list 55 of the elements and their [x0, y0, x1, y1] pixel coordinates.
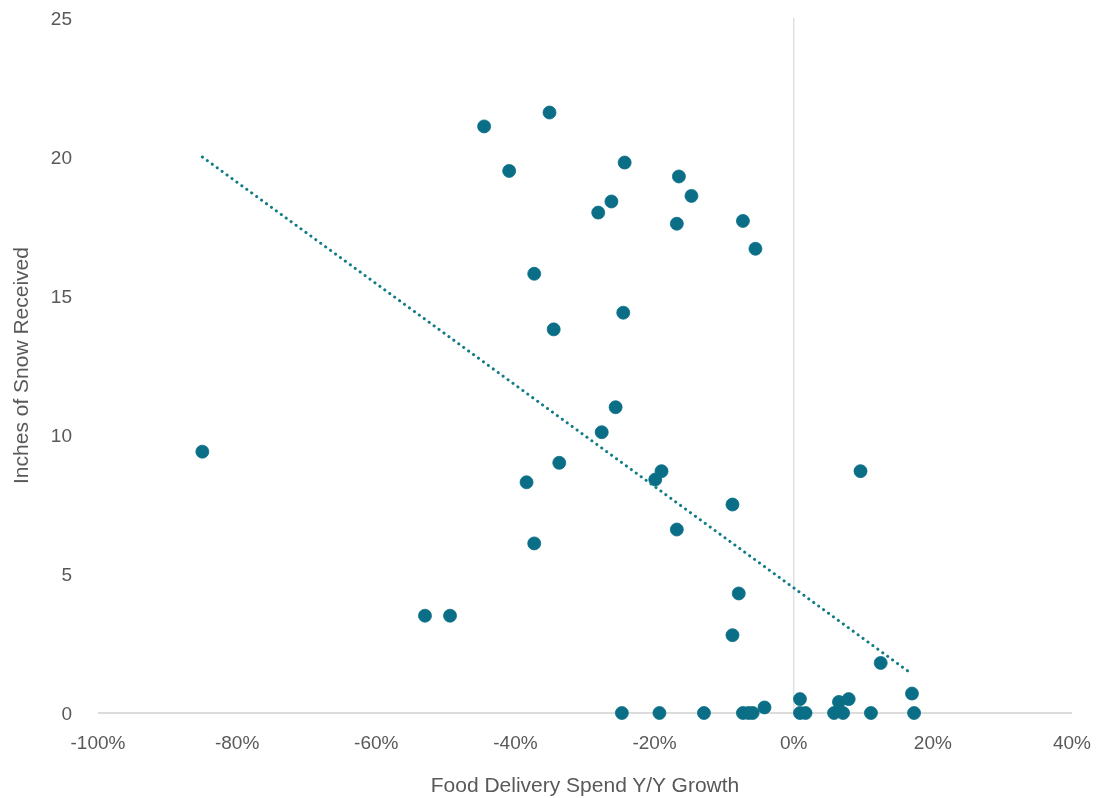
point — [604, 194, 619, 209]
point — [594, 425, 609, 440]
point — [736, 214, 750, 228]
point — [793, 692, 807, 706]
y-tick-label: 0 — [61, 703, 72, 724]
point — [853, 464, 868, 479]
x-tick-label: -80% — [214, 732, 260, 753]
point — [614, 706, 629, 720]
point — [502, 164, 517, 178]
point — [669, 216, 684, 231]
x-tick-label: -20% — [632, 732, 677, 753]
point — [527, 536, 542, 551]
point — [841, 692, 856, 706]
point — [907, 706, 921, 720]
y-tick-label: 15 — [50, 286, 72, 307]
y-tick-label: 10 — [50, 425, 72, 446]
x-tick-label: -60% — [354, 732, 399, 753]
point — [669, 522, 684, 537]
point — [617, 155, 632, 170]
point — [697, 706, 711, 720]
y-tick-label: 20 — [50, 147, 72, 168]
y-axis-title: Inches of Snow Received — [9, 247, 32, 484]
point — [527, 266, 542, 281]
point — [864, 706, 878, 720]
point — [684, 189, 699, 203]
point — [725, 497, 740, 512]
point — [731, 586, 746, 601]
x-tick-label: 40% — [1052, 732, 1092, 753]
point — [552, 455, 567, 470]
x-tick-label: -100% — [70, 732, 126, 753]
x-axis-title: Food Delivery Spend Y/Y Growth — [430, 773, 740, 796]
point — [905, 686, 919, 701]
x-tick-label: 0% — [779, 732, 808, 753]
point — [591, 205, 606, 220]
x-tick-label: -40% — [493, 732, 538, 753]
point — [757, 700, 772, 715]
point — [725, 628, 740, 643]
point — [836, 706, 851, 720]
point — [519, 475, 534, 490]
point — [616, 305, 631, 320]
x-tick-label: 20% — [913, 732, 952, 753]
point — [477, 119, 492, 134]
point — [672, 169, 686, 184]
point — [873, 656, 888, 670]
point — [195, 444, 210, 459]
point — [546, 322, 561, 337]
y-tick-label: 25 — [50, 8, 72, 29]
point — [608, 400, 623, 415]
point — [648, 472, 663, 487]
point — [418, 608, 432, 623]
point — [542, 105, 557, 120]
point — [748, 241, 763, 256]
point — [443, 608, 457, 623]
y-tick-label: 5 — [61, 564, 72, 585]
point — [652, 706, 667, 720]
